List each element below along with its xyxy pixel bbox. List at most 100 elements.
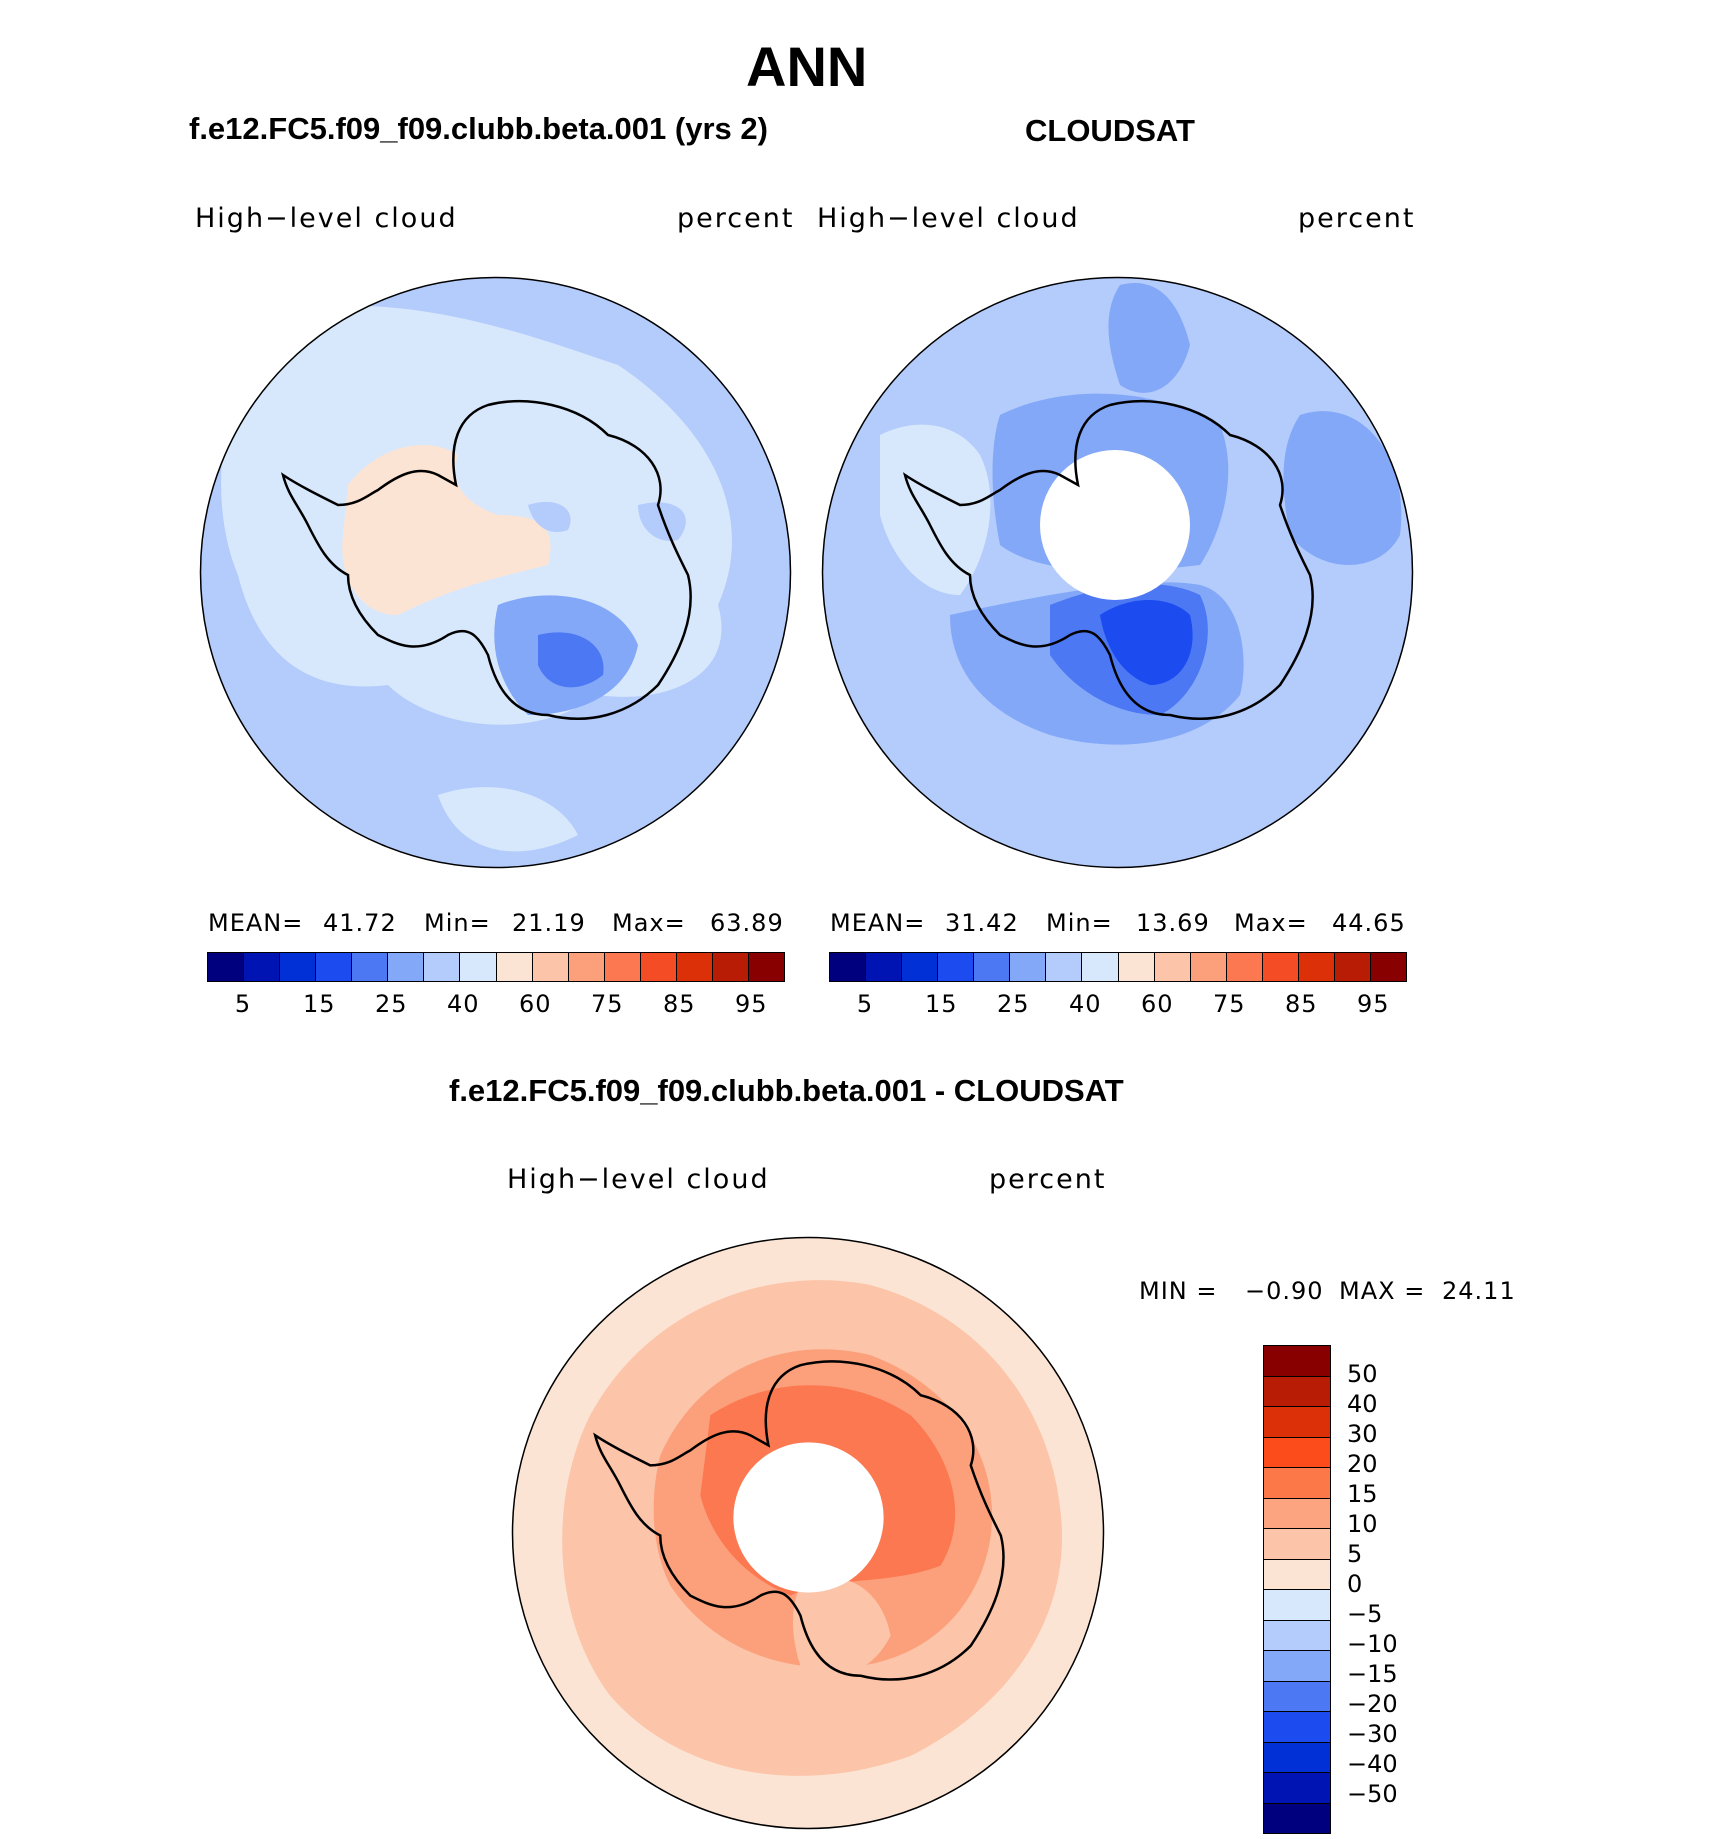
colorbar-swatch: [352, 953, 389, 981]
colorbar-tick-label: 95: [1357, 990, 1390, 1018]
obs-mean-value: 31.42: [945, 909, 1019, 937]
colorbar-tick-label: 85: [1285, 990, 1318, 1018]
model-darker-blue-region: [538, 632, 604, 688]
colorbar-tick-label: −20: [1347, 1690, 1398, 1718]
obs-units-label: percent: [1298, 203, 1416, 234]
diff-max-value: 24.11: [1442, 1277, 1516, 1305]
colorbar-swatch: [676, 953, 713, 981]
colorbar-tick-label: 50: [1347, 1360, 1378, 1388]
colorbar-swatch: [1264, 1742, 1330, 1773]
colorbar-tick-label: 95: [735, 990, 768, 1018]
colorbar-swatch: [604, 953, 641, 981]
colorbar-swatch: [1264, 1620, 1330, 1651]
colorbar-tick-label: −15: [1347, 1660, 1398, 1688]
diff-missing-data-hole: [733, 1442, 884, 1593]
colorbar-tick-label: 20: [1347, 1450, 1378, 1478]
colorbar-swatch: [532, 953, 569, 981]
colorbar-swatch: [1298, 953, 1335, 981]
obs-max-label: Max=: [1234, 909, 1308, 937]
model-polar-map: [199, 276, 792, 869]
colorbar-tick-label: 15: [1347, 1480, 1378, 1508]
obs-min-value: 13.69: [1136, 909, 1210, 937]
colorbar-swatch: [1046, 953, 1083, 981]
colorbar-swatch: [244, 953, 281, 981]
colorbar-swatch: [460, 953, 497, 981]
obs-deep-blue-core: [1100, 600, 1193, 685]
colorbar-swatch: [1264, 1773, 1330, 1804]
obs-mid-blue-east: [1283, 411, 1402, 565]
diff-antarctica-coast: [593, 1360, 1005, 1681]
obs-antarctica-coast: [903, 400, 1314, 720]
colorbar-swatch: [1264, 1651, 1330, 1682]
obs-colorbar: [829, 952, 1407, 982]
obs-polar-map: [821, 276, 1414, 869]
colorbar-swatch: [1154, 953, 1191, 981]
obs-missing-data-hole: [1040, 450, 1190, 600]
colorbar-swatch: [640, 953, 677, 981]
colorbar-swatch: [424, 953, 461, 981]
colorbar-swatch: [1264, 1346, 1330, 1377]
colorbar-swatch: [938, 953, 975, 981]
obs-max-value: 44.65: [1332, 909, 1406, 937]
colorbar-swatch: [902, 953, 939, 981]
model-colorbar: [207, 952, 785, 982]
colorbar-tick-label: 5: [1347, 1540, 1363, 1568]
diff-units-label: percent: [989, 1164, 1107, 1195]
model-peach-region: [342, 445, 551, 615]
colorbar-swatch: [1226, 953, 1263, 981]
obs-mean-label: MEAN=: [830, 909, 926, 937]
colorbar-tick-label: −10: [1347, 1630, 1398, 1658]
obs-variable-label: High−level cloud: [817, 203, 1080, 234]
colorbar-tick-label: 25: [375, 990, 408, 1018]
colorbar-tick-label: 5: [856, 990, 874, 1018]
obs-mid-blue-north: [1108, 283, 1190, 393]
season-title: ANN: [746, 35, 868, 98]
model-panel-title: f.e12.FC5.f09_f09.clubb.beta.001 (yrs 2): [189, 111, 768, 146]
model-light-blue-region-2: [438, 787, 578, 852]
diff-pale-patch: [792, 1577, 891, 1676]
colorbar-swatch: [1264, 1376, 1330, 1407]
colorbar-tick-label: −5: [1347, 1600, 1383, 1628]
colorbar-swatch: [1118, 953, 1155, 981]
colorbar-tick-label: 10: [1347, 1510, 1378, 1538]
model-small-blue-patch: [528, 501, 571, 533]
colorbar-tick-label: 15: [925, 990, 958, 1018]
colorbar-swatch: [1370, 953, 1406, 981]
diff-max-label: MAX =: [1339, 1277, 1426, 1305]
diff-min-label: MIN =: [1139, 1277, 1218, 1305]
obs-min-label: Min=: [1046, 909, 1113, 937]
colorbar-tick-label: 40: [447, 990, 480, 1018]
colorbar-swatch: [1264, 1468, 1330, 1499]
colorbar-tick-label: 85: [663, 990, 696, 1018]
colorbar-swatch: [712, 953, 749, 981]
model-units-label: percent: [677, 203, 795, 234]
colorbar-swatch: [388, 953, 425, 981]
model-mean-label: MEAN=: [208, 909, 304, 937]
colorbar-tick-label: 25: [997, 990, 1030, 1018]
colorbar-tick-label: −40: [1347, 1750, 1398, 1778]
colorbar-tick-label: 60: [1141, 990, 1174, 1018]
colorbar-tick-label: 75: [591, 990, 624, 1018]
colorbar-tick-label: 40: [1069, 990, 1102, 1018]
colorbar-tick-label: 30: [1347, 1420, 1378, 1448]
colorbar-swatch: [1264, 1498, 1330, 1529]
colorbar-tick-label: 60: [519, 990, 552, 1018]
colorbar-tick-label: 75: [1213, 990, 1246, 1018]
colorbar-swatch: [1010, 953, 1047, 981]
diff-panel-title: f.e12.FC5.f09_f09.clubb.beta.001 - CLOUD…: [449, 1073, 1124, 1108]
model-antarctica-coast: [281, 400, 692, 720]
colorbar-swatch: [1264, 1681, 1330, 1712]
colorbar-swatch: [1264, 1529, 1330, 1560]
colorbar-tick-label: 40: [1347, 1390, 1378, 1418]
model-max-value: 63.89: [710, 909, 784, 937]
colorbar-swatch: [568, 953, 605, 981]
colorbar-swatch: [208, 953, 245, 981]
diff-variable-label: High−level cloud: [507, 1164, 770, 1195]
colorbar-swatch: [496, 953, 533, 981]
model-variable-label: High−level cloud: [195, 203, 458, 234]
colorbar-swatch: [1262, 953, 1299, 981]
model-min-label: Min=: [424, 909, 491, 937]
colorbar-swatch: [830, 953, 867, 981]
model-max-label: Max=: [612, 909, 686, 937]
colorbar-swatch: [974, 953, 1011, 981]
